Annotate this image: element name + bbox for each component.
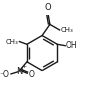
Text: CH₃: CH₃ bbox=[6, 39, 19, 45]
Text: CH₃: CH₃ bbox=[60, 27, 73, 33]
Text: O: O bbox=[29, 70, 34, 79]
Text: +: + bbox=[21, 64, 26, 69]
Text: OH: OH bbox=[66, 41, 77, 50]
Text: ⁻O: ⁻O bbox=[0, 70, 10, 79]
Text: O: O bbox=[45, 3, 51, 12]
Text: N: N bbox=[16, 67, 22, 75]
